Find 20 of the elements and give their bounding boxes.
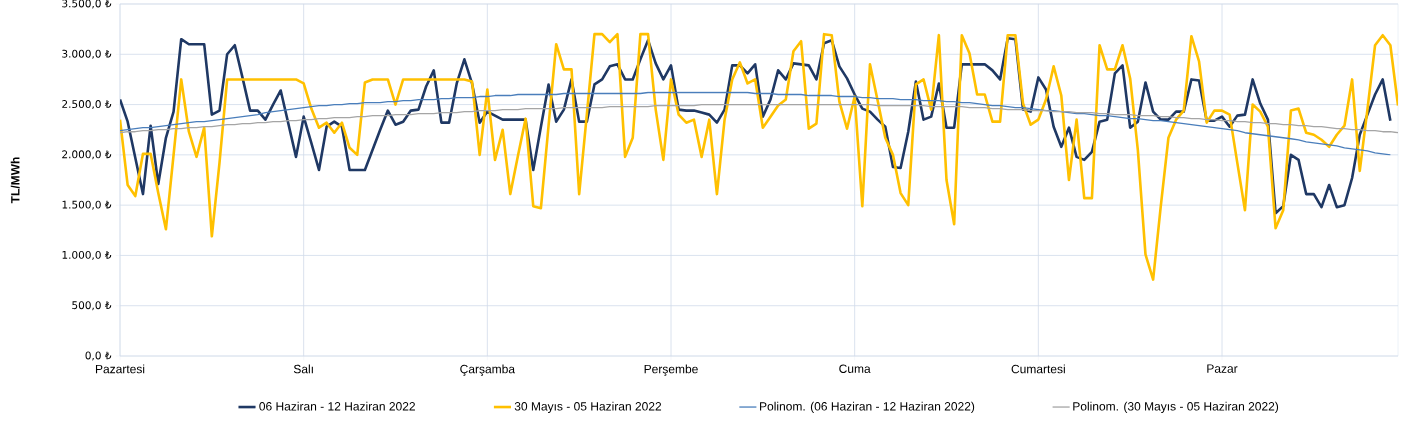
legend-label: 30 Mayıs - 05 Haziran 2022 bbox=[514, 401, 662, 413]
y-tick-label: 1.000,0 ₺ bbox=[62, 250, 112, 260]
x-tick-label: Cuma bbox=[839, 364, 871, 373]
x-tick-label: Cumartesi bbox=[1011, 364, 1065, 374]
y-tick-label: 3.000,0 ₺ bbox=[62, 49, 112, 59]
x-tick-label: Pazartesi bbox=[95, 364, 145, 374]
x-tick-label: Salı bbox=[293, 364, 313, 374]
y-tick-label: 2.500,0 ₺ bbox=[62, 100, 112, 110]
legend-label: Polinom. (06 Haziran - 12 Haziran 2022) bbox=[760, 401, 975, 413]
legend-label: 06 Haziran - 12 Haziran 2022 bbox=[259, 401, 415, 411]
legend-label: Polinom. (30 Mayıs - 05 Haziran 2022) bbox=[1073, 401, 1279, 413]
x-tick-label: Çarşamba bbox=[460, 364, 515, 376]
y-tick-label: 500,0 ₺ bbox=[72, 301, 112, 311]
y-axis-title: TL/MWh bbox=[10, 157, 20, 204]
y-tick-label: 3.500,0 ₺ bbox=[62, 0, 112, 9]
x-tick-label: Pazar bbox=[1207, 364, 1238, 373]
y-tick-label: 1.500,0 ₺ bbox=[62, 200, 112, 210]
x-tick-label: Perşembe bbox=[644, 364, 698, 376]
y-tick-label: 2.000,0 ₺ bbox=[62, 150, 112, 160]
y-tick-label: 0,0 ₺ bbox=[85, 351, 112, 361]
